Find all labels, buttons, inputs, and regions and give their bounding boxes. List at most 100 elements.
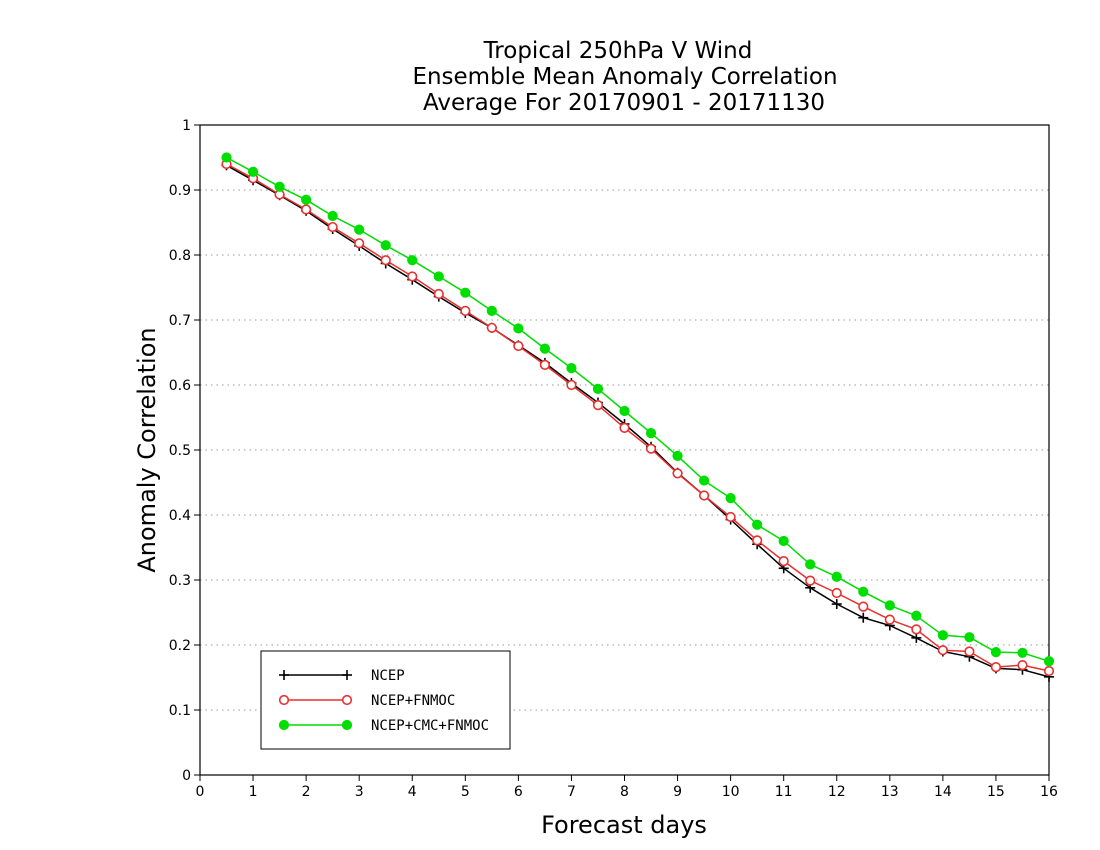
title-line-2: Ensemble Mean Anomaly Correlation: [412, 64, 837, 90]
data-point-ncep-cmc-fnmoc: [698, 475, 710, 486]
data-point-ncep-fnmoc: [486, 322, 497, 333]
data-point-ncep-fnmoc: [725, 511, 736, 523]
y-tick-label: 0.6: [169, 378, 191, 394]
legend-label: NCEP+FNMOC: [371, 693, 455, 709]
data-point-ncep-cmc-fnmoc: [645, 428, 657, 439]
data-point-ncep-fnmoc: [354, 238, 365, 249]
data-point-ncep-cmc-fnmoc: [513, 323, 524, 334]
data-point-ncep-cmc-fnmoc: [354, 224, 365, 235]
data-point-ncep-cmc-fnmoc: [380, 240, 391, 251]
data-point-ncep-fnmoc: [407, 271, 418, 282]
chart-title: Tropical 250hPa V Wind Ensemble Mean Ano…: [412, 38, 837, 116]
x-tick-label: 8: [620, 784, 629, 800]
data-point-ncep-fnmoc: [327, 221, 338, 233]
series-ncep: [221, 160, 1054, 682]
title-line-1: Tropical 250hPa V Wind: [483, 38, 753, 64]
legend-marker: [341, 694, 353, 706]
series-group: [221, 152, 1055, 682]
legend-item-ncep-cmc-fnmoc: NCEP+CMC+FNMOC: [278, 718, 489, 734]
data-point-ncep: [831, 599, 842, 610]
data-point-ncep-fnmoc: [619, 422, 630, 434]
legend-marker: [278, 694, 290, 706]
x-tick-label: 7: [567, 784, 576, 800]
y-tick-label: 0.4: [169, 508, 191, 524]
x-axis-title: Forecast days: [541, 811, 707, 839]
x-tick-label: 10: [722, 784, 740, 800]
series-line-ncep: [226, 164, 1050, 678]
data-point-ncep-cmc-fnmoc: [221, 152, 232, 163]
data-point-ncep-cmc-fnmoc: [672, 450, 683, 461]
x-tick-label: 5: [461, 784, 470, 800]
y-tick-label: 1: [182, 118, 191, 134]
data-point-ncep-fnmoc: [1043, 665, 1055, 677]
data-point-ncep-cmc-fnmoc: [1043, 656, 1055, 667]
data-point-ncep-cmc-fnmoc: [911, 610, 922, 621]
data-point-ncep-fnmoc: [831, 587, 842, 599]
legend-item-ncep: NCEP: [279, 668, 405, 684]
y-tick-label: 0.5: [169, 443, 191, 459]
x-tick-label: 16: [1040, 784, 1058, 800]
series-ncep-fnmoc: [221, 158, 1055, 677]
data-point-ncep-fnmoc: [990, 661, 1002, 673]
series-line-ncep-cmc-fnmoc: [226, 156, 1050, 663]
data-point-ncep-cmc-fnmoc: [725, 493, 736, 504]
data-point-ncep-cmc-fnmoc: [884, 600, 895, 611]
y-tick-label: 0: [182, 768, 191, 784]
legend-item-ncep-fnmoc: NCEP+FNMOC: [278, 693, 455, 709]
legend-marker: [342, 670, 352, 680]
x-tick-label: 4: [408, 784, 417, 800]
data-point-ncep-fnmoc: [460, 305, 471, 317]
x-tick-label: 6: [514, 784, 523, 800]
data-point-ncep-cmc-fnmoc: [805, 559, 816, 570]
data-point-ncep-fnmoc: [1017, 660, 1028, 671]
data-point-ncep-fnmoc: [433, 288, 444, 300]
data-point-ncep-cmc-fnmoc: [486, 305, 497, 316]
data-point-ncep-fnmoc: [380, 255, 391, 266]
data-point-ncep-cmc-fnmoc: [274, 181, 285, 192]
data-point-ncep-cmc-fnmoc: [301, 194, 312, 205]
data-point-ncep-fnmoc: [884, 614, 895, 625]
data-point-ncep-fnmoc: [592, 400, 604, 411]
data-point-ncep-cmc-fnmoc: [964, 632, 975, 643]
legend-marker: [341, 719, 353, 731]
data-point-ncep-cmc-fnmoc: [1017, 647, 1028, 658]
x-tick-label: 1: [249, 784, 258, 800]
data-point-ncep-fnmoc: [566, 379, 577, 391]
data-point-ncep-fnmoc: [645, 443, 657, 454]
x-tick-label: 0: [196, 784, 205, 800]
data-point-ncep-fnmoc: [752, 535, 763, 546]
data-point-ncep-fnmoc: [805, 575, 816, 586]
data-point-ncep-cmc-fnmoc: [407, 255, 418, 266]
legend-label: NCEP+CMC+FNMOC: [371, 718, 489, 734]
data-point-ncep-fnmoc: [539, 359, 551, 370]
x-tick-label: 14: [934, 784, 952, 800]
data-point-ncep-cmc-fnmoc: [619, 405, 630, 417]
x-tick-label: 9: [673, 784, 682, 800]
gridlines: [200, 189, 1049, 711]
series-ncep-cmc-fnmoc: [221, 152, 1055, 667]
data-point-ncep-fnmoc: [672, 468, 683, 479]
x-tick-label: 11: [775, 784, 793, 800]
y-tick-label: 0.1: [169, 703, 191, 719]
data-point-ncep-cmc-fnmoc: [460, 287, 471, 298]
y-tick-label: 0.2: [169, 638, 191, 654]
x-tick-label: 13: [881, 784, 899, 800]
data-point-ncep-cmc-fnmoc: [327, 210, 338, 222]
data-point-ncep-cmc-fnmoc: [990, 647, 1002, 658]
legend-marker: [278, 719, 290, 731]
x-tick-label: 12: [828, 784, 846, 800]
y-axis: 0 0.1 0.2 0.3 0.4 0.5 0.6 0.7 0.8 0.9 1: [169, 118, 200, 784]
legend-label: NCEP: [371, 668, 405, 684]
title-line-3: Average For 20170901 - 20171130: [423, 90, 825, 116]
y-tick-label: 0.8: [169, 248, 191, 264]
y-tick-label: 0.7: [169, 313, 191, 329]
data-point-ncep-cmc-fnmoc: [752, 519, 763, 530]
data-point-ncep-cmc-fnmoc: [592, 383, 604, 394]
data-point-ncep-fnmoc: [937, 645, 948, 656]
data-point-ncep-fnmoc: [911, 624, 922, 635]
data-point-ncep-cmc-fnmoc: [831, 571, 842, 582]
data-point-ncep-fnmoc: [858, 601, 869, 612]
data-point-ncep-fnmoc: [698, 490, 710, 501]
data-point-ncep-fnmoc: [778, 556, 789, 567]
